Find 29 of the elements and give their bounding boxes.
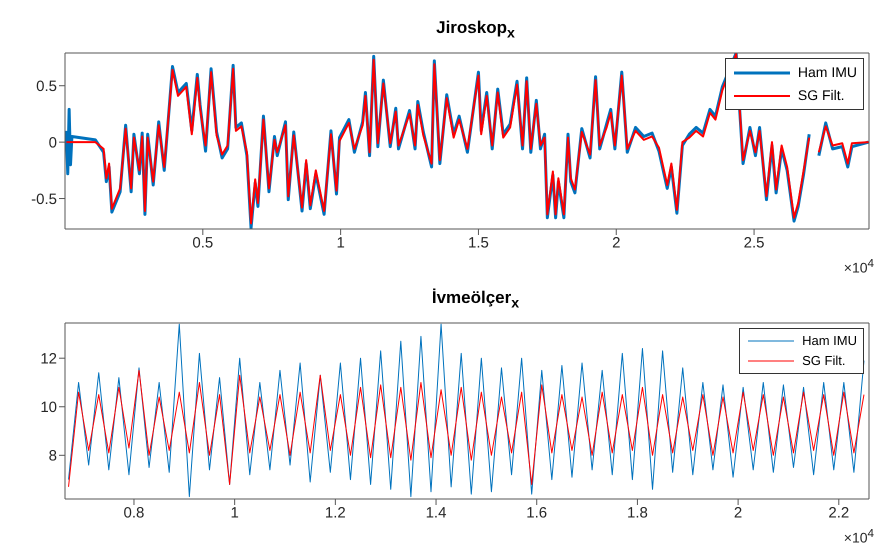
x-tick-label: 1.8 bbox=[626, 504, 648, 522]
y-tick-label: 0.5 bbox=[36, 78, 57, 96]
chart-title: Jiroskop$_{x}$ bbox=[435, 17, 516, 44]
y-tick-label: 10 bbox=[40, 399, 57, 416]
legend-label: Ham IMU bbox=[802, 332, 857, 350]
x-tick-label: 1.6 bbox=[526, 504, 548, 522]
legend-label: SG Filt. bbox=[802, 352, 846, 370]
text: ×10$^{4}$ bbox=[844, 527, 874, 546]
x-tick-label: 1 bbox=[336, 234, 345, 252]
line-series bbox=[68, 370, 864, 488]
x-tick-label: 1 bbox=[230, 504, 239, 522]
x-tick-label: 2 bbox=[612, 234, 620, 252]
y-tick-label: 8 bbox=[48, 448, 57, 465]
y-tick-label: -0.5 bbox=[31, 190, 57, 208]
y-tick-label: 12 bbox=[40, 350, 57, 368]
legend-label: SG Filt. bbox=[798, 86, 845, 105]
x-tick-label: 1.4 bbox=[426, 504, 446, 522]
x-tick-label: 2.5 bbox=[744, 234, 764, 252]
x-tick-label: 2 bbox=[734, 504, 742, 522]
chart-title: İvmeölçer$_{x}$ bbox=[430, 287, 520, 314]
legend-label: Ham IMU bbox=[798, 63, 857, 82]
x-tick-label: 0.8 bbox=[124, 504, 144, 522]
x-tick-label: 1.5 bbox=[468, 234, 489, 252]
y-tick-label: 0 bbox=[48, 134, 57, 152]
x-tick-label: 0.5 bbox=[192, 234, 214, 252]
x-tick-label: 2.2 bbox=[828, 504, 850, 522]
line-series bbox=[68, 324, 864, 498]
x-tick-label: 1.2 bbox=[324, 504, 346, 522]
text: ×10$^{4}$ bbox=[844, 257, 874, 276]
